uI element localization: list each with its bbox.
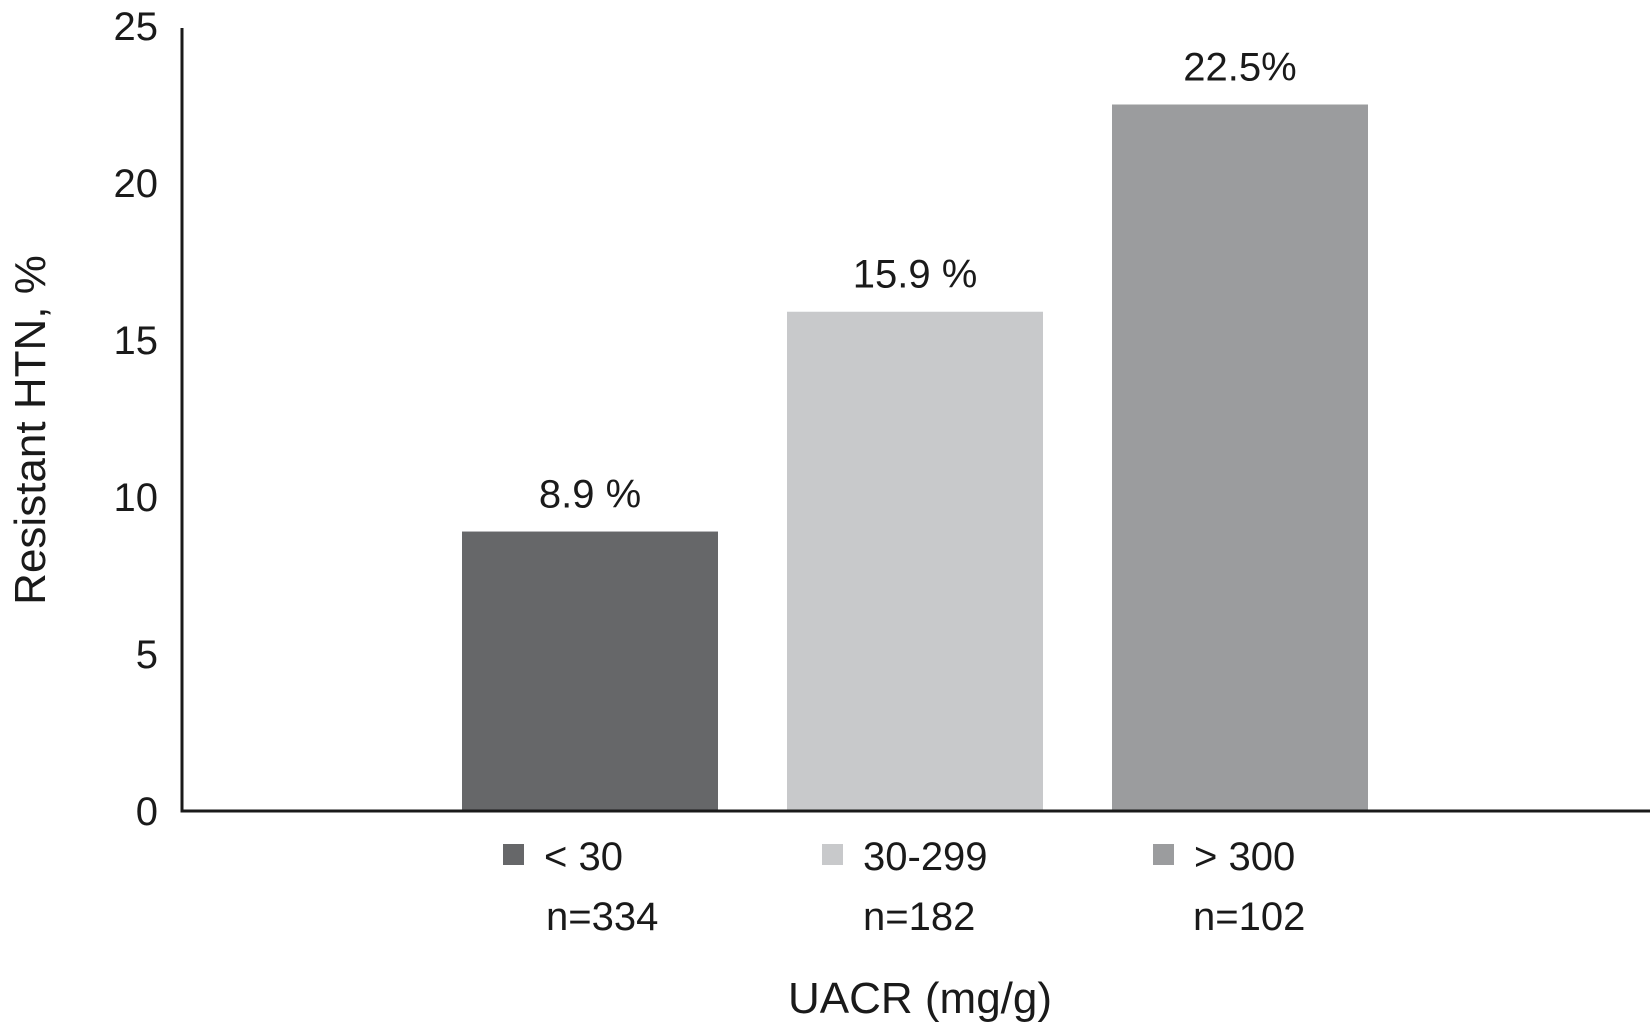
category-count-2: n=102 xyxy=(1193,895,1305,939)
y-axis-ticks: 0 5 10 15 20 25 xyxy=(114,5,159,834)
category-swatch-2 xyxy=(1153,844,1174,865)
y-axis-title: Resistant HTN, % xyxy=(6,255,55,605)
bar-value-label-1: 15.9 % xyxy=(853,253,978,297)
bar-0 xyxy=(462,531,718,811)
bar-value-label-0: 8.9 % xyxy=(539,473,641,517)
bars xyxy=(462,104,1368,811)
category-label-1: 30-299 xyxy=(863,835,988,879)
category-swatch-0 xyxy=(503,844,524,865)
bar-1 xyxy=(787,311,1043,811)
category-swatch-1 xyxy=(822,844,843,865)
y-tick-label-5: 25 xyxy=(114,5,159,49)
category-label-0: < 30 xyxy=(544,835,623,879)
category-count-1: n=182 xyxy=(863,895,975,939)
bar-value-labels: 8.9 % 15.9 % 22.5% xyxy=(539,46,1297,517)
bar-value-label-2: 22.5% xyxy=(1183,46,1296,90)
bar-2 xyxy=(1112,104,1368,811)
y-tick-label-4: 20 xyxy=(114,162,159,206)
y-tick-label-2: 10 xyxy=(114,476,159,520)
x-axis-categories: < 30 n=334 30-299 n=182 > 300 n=102 xyxy=(503,835,1305,939)
x-axis-title: UACR (mg/g) xyxy=(788,974,1052,1023)
category-count-0: n=334 xyxy=(546,895,658,939)
y-tick-label-1: 5 xyxy=(136,633,158,677)
category-label-2: > 300 xyxy=(1194,835,1295,879)
y-tick-label-3: 15 xyxy=(114,319,159,363)
y-tick-label-0: 0 xyxy=(136,790,158,834)
